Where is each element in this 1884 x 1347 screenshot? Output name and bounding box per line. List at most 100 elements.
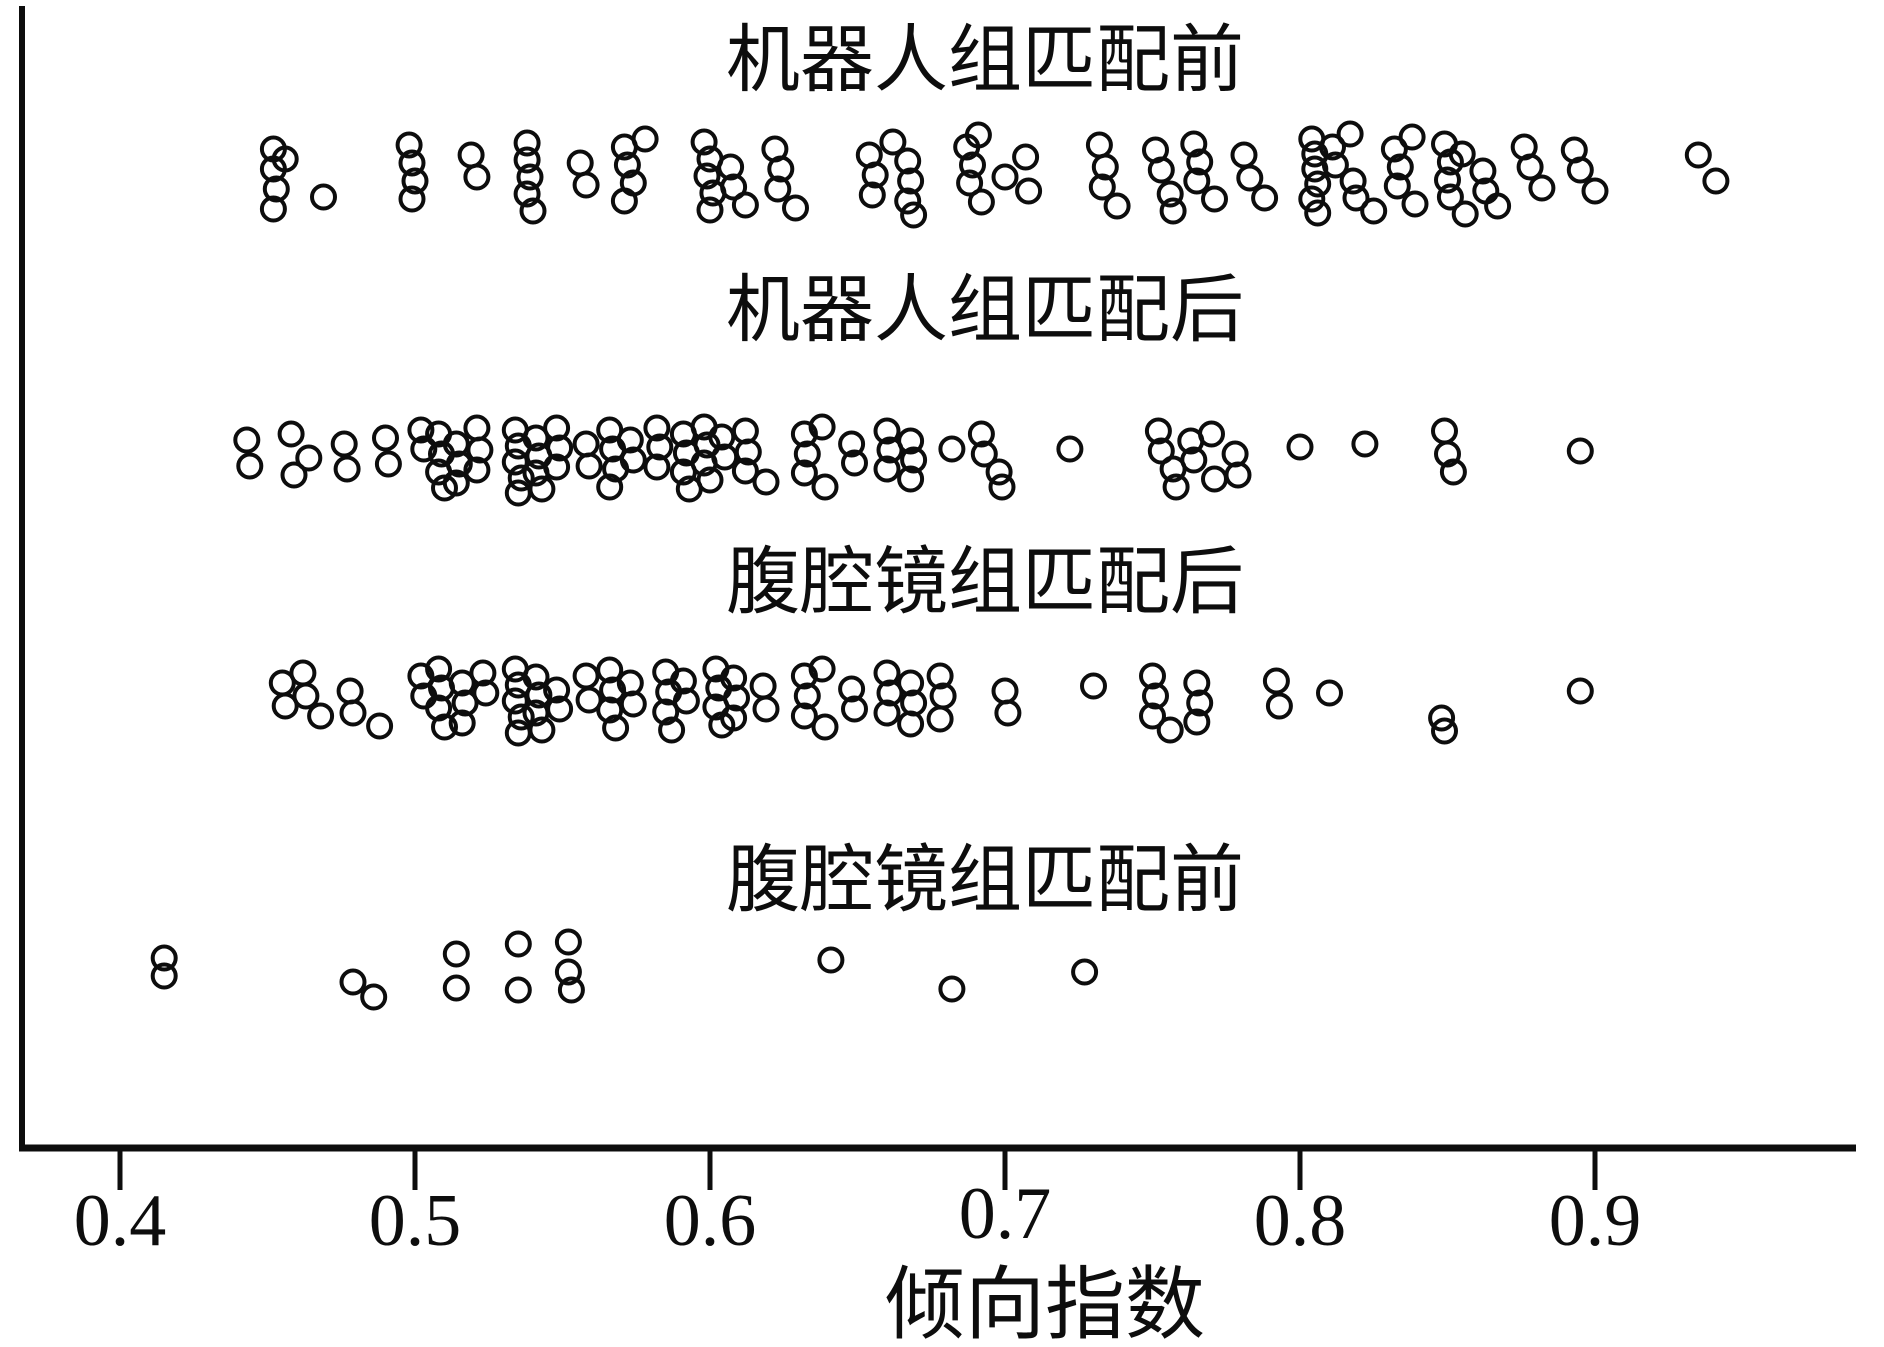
data-dot xyxy=(463,414,491,442)
data-dot xyxy=(1230,141,1258,169)
data-dot xyxy=(643,453,671,481)
data-dot xyxy=(516,163,544,191)
data-dot xyxy=(336,677,364,705)
data-dot xyxy=(442,430,470,458)
data-dot xyxy=(513,129,541,157)
data-dot xyxy=(897,669,925,697)
data-dot xyxy=(793,682,821,710)
data-dot xyxy=(546,434,574,462)
data-dot xyxy=(602,714,630,742)
data-dot xyxy=(838,430,866,458)
data-dot xyxy=(964,121,992,149)
data-dot xyxy=(669,667,697,695)
x-tick-label-1: 0.5 xyxy=(369,1180,462,1262)
data-dot xyxy=(1142,682,1169,710)
data-dot xyxy=(841,449,868,477)
data-dot xyxy=(1528,174,1556,202)
data-dot xyxy=(442,940,470,968)
data-dot xyxy=(445,450,473,478)
data-dot xyxy=(572,662,600,690)
data-dot xyxy=(894,187,922,215)
dots-layer xyxy=(150,120,1730,1011)
data-dot xyxy=(554,958,582,986)
data-dot xyxy=(619,446,647,474)
group-label-robot-after: 机器人组匹配后 xyxy=(726,270,1244,352)
data-dot xyxy=(873,699,901,727)
data-dot xyxy=(1380,135,1408,163)
data-dot xyxy=(793,440,821,468)
data-dot xyxy=(613,151,641,179)
data-dot xyxy=(469,659,497,687)
data-dot xyxy=(720,664,748,692)
data-dot xyxy=(572,171,600,199)
data-dot xyxy=(1339,167,1367,195)
data-dot xyxy=(1180,130,1208,158)
data-dot xyxy=(994,699,1022,727)
data-dot xyxy=(519,197,547,225)
data-dot xyxy=(442,469,470,497)
data-dot xyxy=(1298,185,1326,213)
data-dot xyxy=(1304,199,1332,227)
data-dot xyxy=(1428,704,1456,732)
data-dot xyxy=(360,983,388,1011)
data-dot xyxy=(1085,131,1113,159)
data-dot xyxy=(1156,716,1184,744)
data-dot xyxy=(790,420,818,448)
data-dot xyxy=(289,659,317,687)
data-dot xyxy=(307,702,335,730)
data-dot xyxy=(543,414,571,442)
data-dot xyxy=(1198,420,1225,448)
data-dot xyxy=(398,185,426,213)
data-dot xyxy=(472,679,500,707)
data-dot xyxy=(873,659,901,687)
data-dot xyxy=(1286,433,1314,461)
data-dot xyxy=(431,713,458,741)
data-dot xyxy=(1336,120,1364,148)
data-dot xyxy=(752,695,780,723)
data-dot xyxy=(543,453,571,481)
data-dot xyxy=(501,687,529,715)
data-dot xyxy=(767,155,795,183)
data-dot xyxy=(610,187,638,215)
data-dot xyxy=(407,662,435,690)
data-dot xyxy=(1566,677,1594,705)
data-dot xyxy=(897,427,925,455)
data-dot xyxy=(1434,166,1461,194)
data-dot xyxy=(646,433,674,461)
data-dot xyxy=(1342,184,1370,212)
data-dot xyxy=(731,191,759,219)
data-dot xyxy=(1236,164,1264,192)
data-dot xyxy=(236,452,264,480)
data-dot xyxy=(466,436,494,464)
data-dot xyxy=(658,716,686,744)
data-dot xyxy=(310,183,337,211)
data-dot xyxy=(1147,156,1175,184)
axis-spines xyxy=(19,6,1856,1152)
data-dot xyxy=(271,692,299,720)
data-dot xyxy=(956,169,984,197)
data-dot xyxy=(528,475,556,503)
data-dot xyxy=(926,705,954,733)
data-dot xyxy=(277,420,305,448)
data-dot xyxy=(619,690,647,718)
data-dot xyxy=(504,479,532,507)
data-dot xyxy=(790,702,818,730)
data-dot xyxy=(599,676,627,704)
data-dot xyxy=(451,689,479,717)
data-dot xyxy=(1183,708,1211,736)
data-dot xyxy=(967,420,995,448)
x-tick-label-0: 0.4 xyxy=(74,1180,167,1262)
data-dot xyxy=(1439,458,1467,486)
data-dot xyxy=(1091,153,1119,181)
data-dot xyxy=(1436,183,1464,211)
data-dot xyxy=(991,163,1019,191)
data-dot xyxy=(554,928,582,956)
data-dot xyxy=(782,194,809,222)
data-dot xyxy=(1103,192,1131,220)
data-dot xyxy=(398,149,426,177)
data-dot xyxy=(522,424,550,452)
data-dot xyxy=(879,128,907,156)
data-dot xyxy=(1351,430,1379,458)
data-dot xyxy=(938,975,966,1003)
